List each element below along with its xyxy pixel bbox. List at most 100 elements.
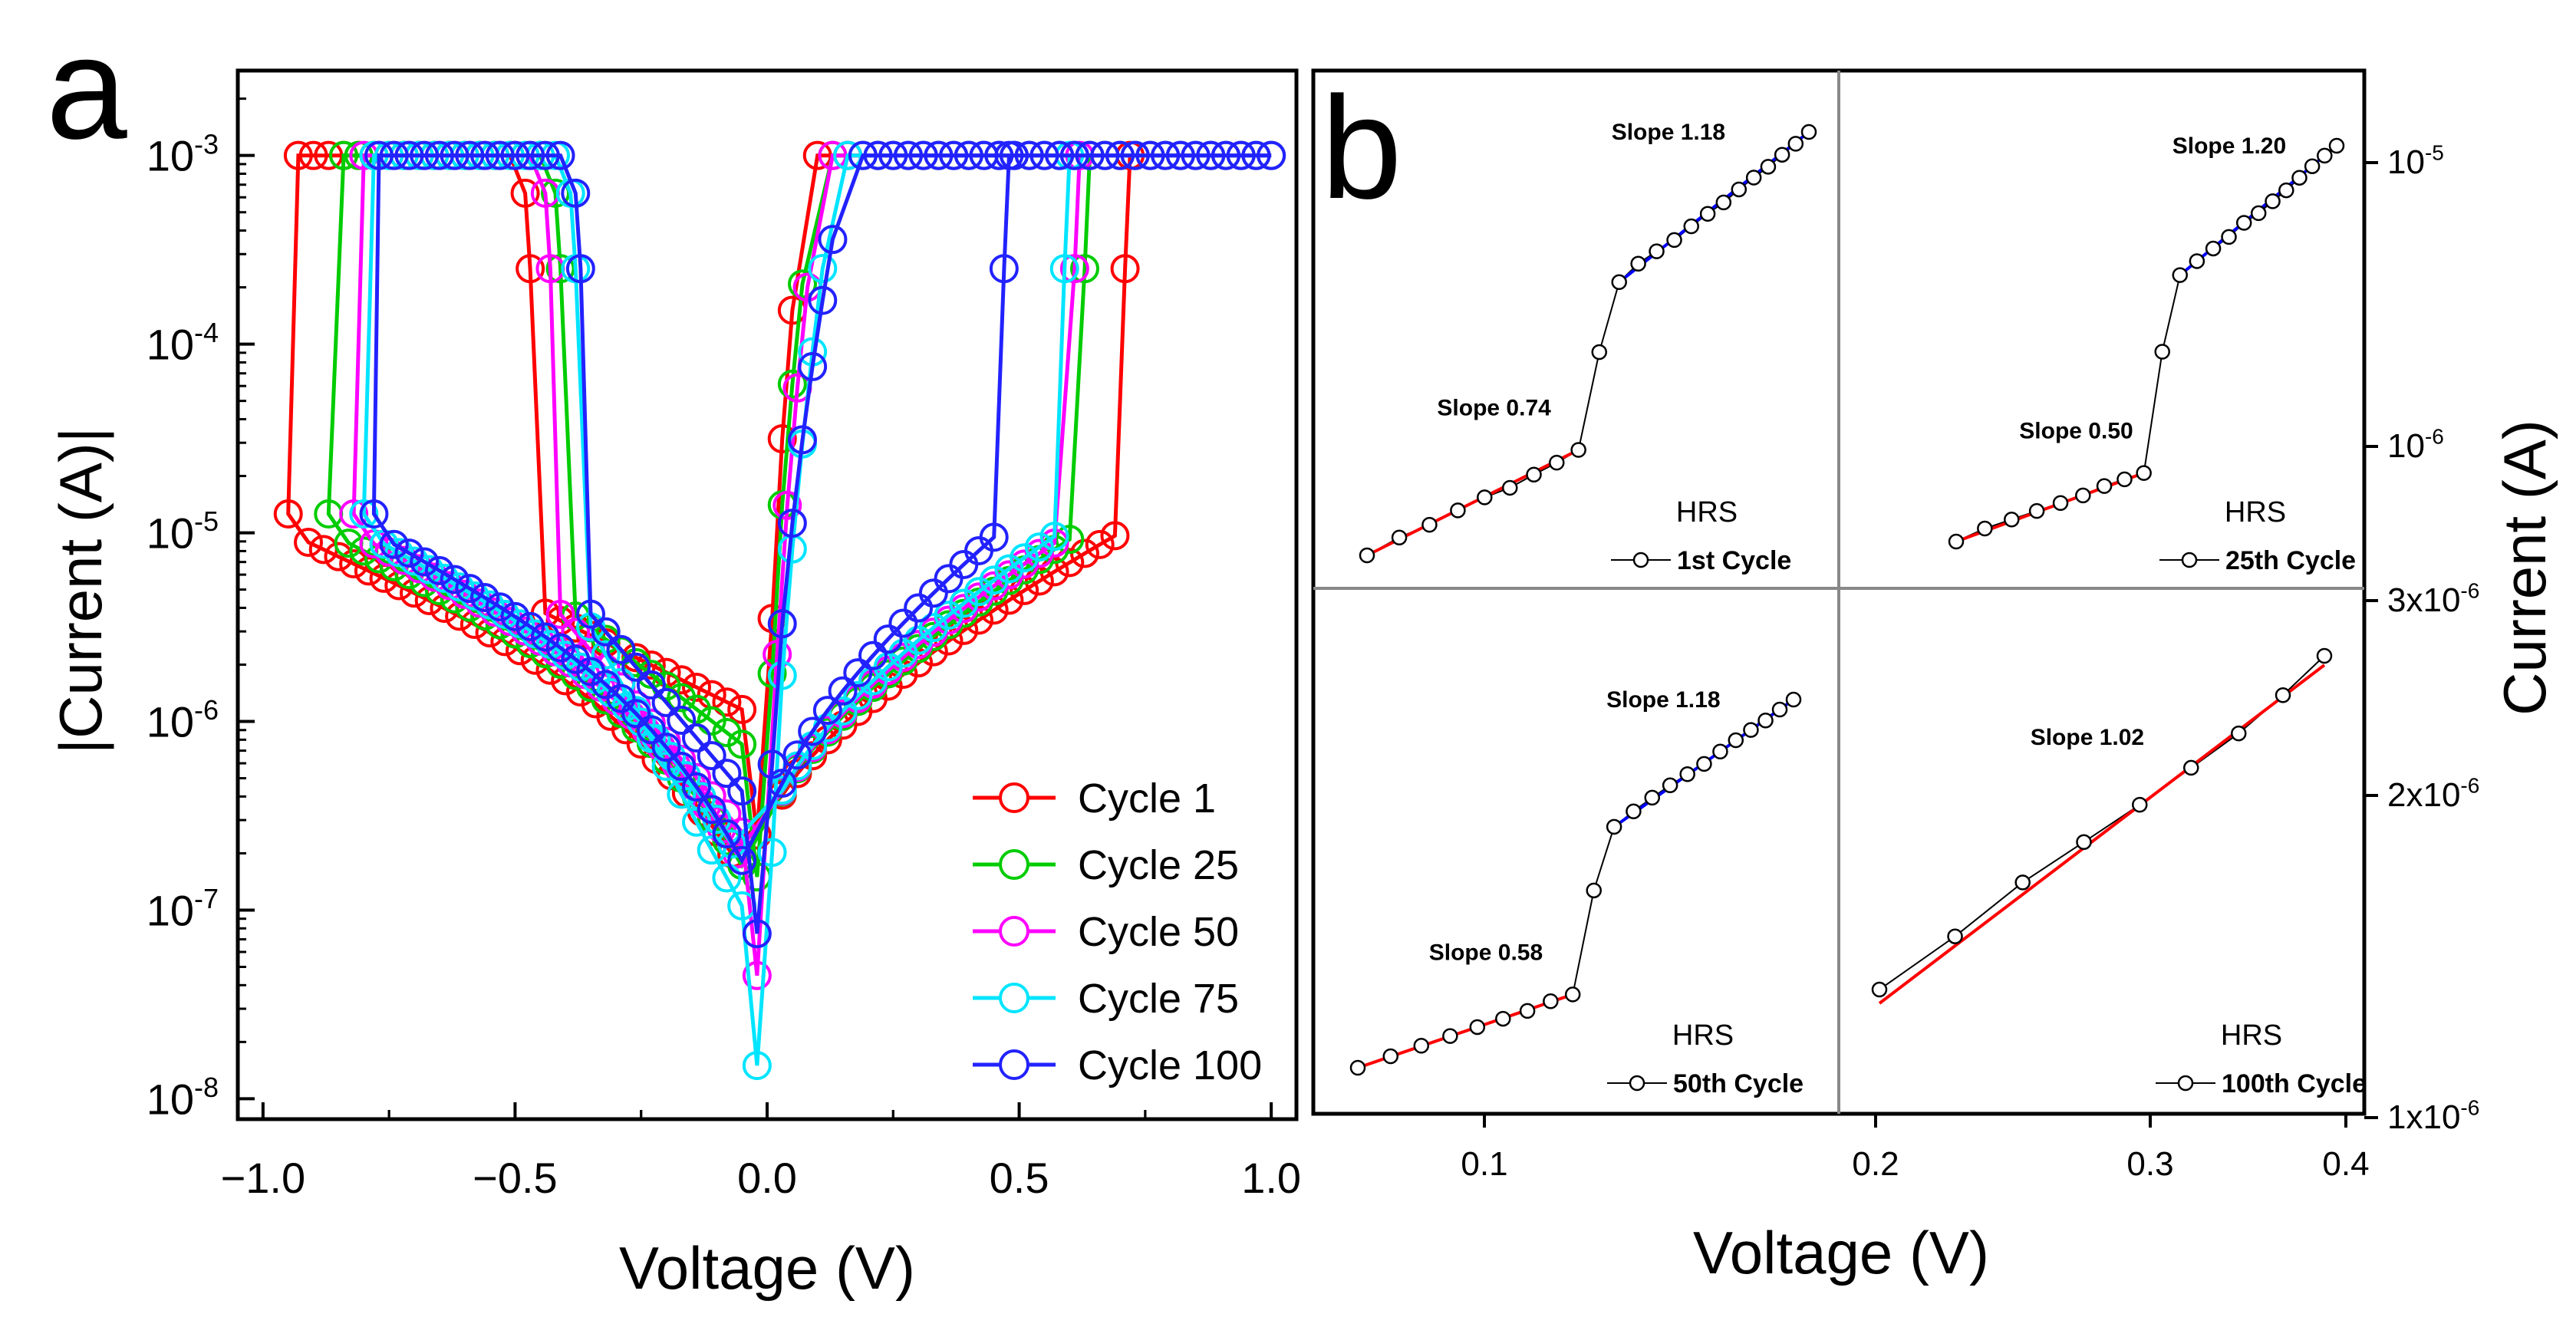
y-tick-label: 10-7 <box>147 883 219 934</box>
hrs-data-marker <box>1495 1010 1511 1027</box>
data-point-marker <box>1059 140 1089 170</box>
data-point-marker <box>1110 254 1140 284</box>
data-point-marker <box>329 140 358 170</box>
hrs-data-marker <box>2136 465 2152 481</box>
data-point-marker <box>808 285 838 315</box>
data-point-marker <box>1181 140 1211 170</box>
data-point-marker <box>667 705 697 735</box>
cycle-label: 100th Cycle <box>2222 1069 2367 1098</box>
hrs-data-marker <box>1626 803 1642 819</box>
data-point-marker <box>455 140 485 170</box>
data-point-marker <box>1045 140 1075 170</box>
state-label: HRS <box>1676 496 1738 529</box>
hrs-data-marker <box>1948 533 1965 550</box>
hrs-data-marker <box>1731 181 1748 198</box>
hrs-data-marker <box>1977 520 1993 537</box>
data-point-marker <box>379 140 409 170</box>
panel-a-chart: −1.0 −0.5 0.0 0.5 1.0 10-3 10-4 10-5 10-6 10-7 10-… <box>47 68 1301 1302</box>
y-tick-label: 10-6 <box>2387 424 2444 465</box>
data-point-marker <box>1059 254 1089 284</box>
hrs-data-marker <box>1757 713 1774 729</box>
hrs-data-line <box>1879 655 2325 990</box>
hrs-data-marker <box>2291 170 2308 186</box>
data-point-marker <box>500 140 530 170</box>
data-point-marker <box>798 351 828 381</box>
data-point-marker <box>979 522 1009 552</box>
data-point-marker <box>767 609 797 639</box>
data-point-marker <box>712 819 742 849</box>
hrs-data-marker <box>1477 489 1493 505</box>
subplot-1st-cycle: Slope 0.74 Slope 1.18 HRS 1st Cycle <box>1359 120 1817 575</box>
data-point-marker <box>440 140 469 170</box>
data-point-marker <box>767 660 797 690</box>
data-point-marker <box>858 641 888 670</box>
slope-label: Slope 1.02 <box>2031 725 2144 750</box>
data-point-marker <box>918 578 948 608</box>
panel-a-frame <box>236 68 1299 1121</box>
hrs-data-marker <box>2183 759 2199 776</box>
data-point-marker <box>697 795 726 825</box>
hrs-data-marker <box>1570 442 1586 458</box>
legend-entry-label: Cycle 25 <box>1078 842 1239 888</box>
data-point-marker <box>1135 140 1165 170</box>
data-point-marker <box>1120 140 1150 170</box>
data-point-marker <box>727 694 757 724</box>
data-point-marker <box>500 601 530 631</box>
hrs-data-marker <box>2004 511 2020 528</box>
data-point-marker <box>606 683 636 713</box>
hrs-data-marker <box>2278 182 2294 199</box>
legend-swatch-marker <box>999 983 1029 1013</box>
data-point-marker <box>833 140 863 170</box>
hrs-data-marker <box>1359 547 1375 564</box>
data-point-marker <box>767 769 797 799</box>
data-point-marker <box>349 499 379 529</box>
hrs-data-marker <box>2275 687 2291 703</box>
panel-b-label: b <box>1321 67 1402 229</box>
y-tick-label: 10-4 <box>147 317 219 368</box>
y-tick-label: 10-8 <box>147 1072 219 1123</box>
data-point-marker <box>818 140 848 170</box>
data-point-marker <box>510 178 540 208</box>
hrs-data-marker <box>2172 267 2189 283</box>
legend-swatch-marker <box>999 1049 1029 1080</box>
x-tick-label: 0.4 <box>2322 1145 2369 1183</box>
data-point-marker <box>1090 140 1120 170</box>
data-point-marker <box>742 919 772 949</box>
data-point-marker <box>430 563 460 593</box>
legend-swatch-marker <box>999 782 1029 813</box>
hrs-data-marker <box>1644 789 1660 806</box>
data-point-marker <box>979 565 1009 595</box>
series-cycle-100 <box>359 140 1286 949</box>
hrs-data-marker <box>1606 818 1622 835</box>
hrs-data-marker <box>1679 766 1695 782</box>
data-point-marker <box>873 624 903 654</box>
x-tick-label: 0.5 <box>990 1154 1049 1202</box>
hrs-data-marker <box>1519 1003 1536 1019</box>
legend-entry-label: Cycle 1 <box>1078 776 1216 822</box>
hrs-data-marker <box>1382 1048 1399 1065</box>
data-point-marker <box>1100 521 1130 551</box>
data-point-marker <box>475 590 505 620</box>
data-point-marker <box>1085 529 1115 559</box>
data-point-marker <box>667 779 697 809</box>
data-point-marker <box>667 751 697 781</box>
panel-a-label: a <box>46 7 127 170</box>
hrs-data-marker <box>1683 218 1699 235</box>
x-tick-label: −0.5 <box>473 1154 558 1202</box>
cycle-label: 50th Cycle <box>1673 1069 1804 1098</box>
hrs-data-marker <box>1442 1028 1458 1044</box>
data-point-marker <box>682 723 711 753</box>
slope-label-low: Slope 0.58 <box>1429 940 1543 965</box>
data-point-marker <box>697 741 726 771</box>
data-point-marker <box>888 608 918 638</box>
data-point-marker <box>606 634 636 664</box>
data-point-marker <box>516 611 545 641</box>
data-point-marker <box>424 140 454 170</box>
data-point-marker <box>757 659 787 689</box>
hrs-data-marker <box>2316 647 2333 664</box>
x-tick-label: 1.0 <box>1241 1154 1301 1202</box>
data-point-marker <box>424 555 454 585</box>
data-point-marker <box>530 140 560 170</box>
data-point-marker <box>621 652 651 682</box>
y-tick-label: 1x10-6 <box>2387 1095 2479 1136</box>
